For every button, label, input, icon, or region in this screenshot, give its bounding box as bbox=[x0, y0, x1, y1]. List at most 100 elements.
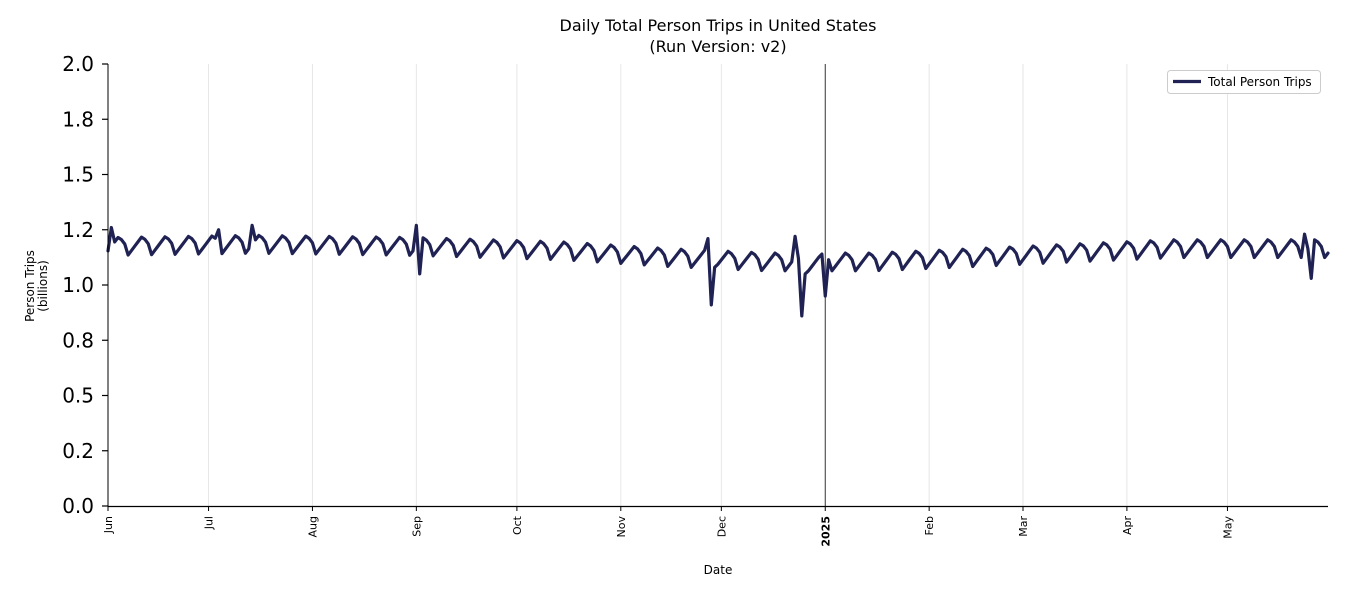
data-point bbox=[546, 248, 547, 249]
data-point bbox=[483, 252, 484, 253]
data-point bbox=[426, 240, 427, 241]
data-point bbox=[144, 239, 145, 240]
data-point bbox=[989, 250, 990, 251]
x-gridlines bbox=[107, 64, 1228, 506]
data-point bbox=[614, 247, 615, 248]
data-point bbox=[882, 265, 883, 266]
data-point bbox=[1022, 259, 1023, 260]
data-point bbox=[362, 254, 363, 255]
data-point bbox=[1301, 257, 1302, 258]
data-point bbox=[892, 252, 893, 253]
data-point bbox=[1317, 241, 1318, 242]
data-point bbox=[553, 254, 554, 255]
data-point bbox=[389, 250, 390, 251]
data-point bbox=[228, 244, 229, 245]
data-point bbox=[952, 262, 953, 263]
x-tick-label-jun: Jun bbox=[102, 516, 115, 534]
data-point bbox=[848, 255, 849, 256]
data-point bbox=[734, 258, 735, 259]
data-point bbox=[272, 248, 273, 249]
data-point bbox=[309, 238, 310, 239]
data-point bbox=[489, 244, 490, 245]
data-point bbox=[858, 266, 859, 267]
data-point bbox=[288, 242, 289, 243]
data-point bbox=[1207, 257, 1208, 258]
data-point bbox=[158, 245, 159, 246]
data-point bbox=[838, 261, 839, 262]
data-point bbox=[754, 254, 755, 255]
data-point bbox=[453, 245, 454, 246]
data-point bbox=[1284, 248, 1285, 249]
data-point bbox=[332, 238, 333, 239]
data-point bbox=[396, 241, 397, 242]
data-point bbox=[315, 253, 316, 254]
data-point bbox=[1220, 239, 1221, 240]
data-point bbox=[252, 225, 253, 226]
data-point bbox=[530, 254, 531, 255]
data-point bbox=[235, 235, 236, 236]
data-point bbox=[174, 254, 175, 255]
data-point bbox=[999, 260, 1000, 261]
chart-subtitle: (Run Version: v2) bbox=[649, 37, 786, 56]
data-point bbox=[821, 253, 822, 254]
data-point bbox=[215, 238, 216, 239]
data-point bbox=[164, 236, 165, 237]
data-point bbox=[1106, 244, 1107, 245]
data-point bbox=[677, 253, 678, 254]
data-point bbox=[1311, 278, 1312, 279]
series-points bbox=[107, 225, 1328, 317]
x-axis-label: Date bbox=[704, 563, 733, 577]
data-point bbox=[419, 273, 420, 274]
data-point bbox=[449, 240, 450, 241]
data-point bbox=[275, 244, 276, 245]
data-point bbox=[1217, 244, 1218, 245]
data-point bbox=[298, 244, 299, 245]
data-point bbox=[285, 237, 286, 238]
data-point bbox=[550, 259, 551, 260]
data-point bbox=[325, 240, 326, 241]
data-point bbox=[627, 254, 628, 255]
data-point bbox=[211, 235, 212, 236]
data-point bbox=[543, 243, 544, 244]
data-point bbox=[617, 252, 618, 253]
data-point bbox=[1089, 261, 1090, 262]
data-point bbox=[1170, 244, 1171, 245]
data-point bbox=[865, 257, 866, 258]
data-point bbox=[1120, 250, 1121, 251]
data-point bbox=[1237, 248, 1238, 249]
data-point bbox=[295, 249, 296, 250]
data-point bbox=[781, 259, 782, 260]
y-axis-label-line1: Person Trips bbox=[23, 250, 37, 322]
data-point bbox=[406, 244, 407, 245]
x-axis-ticks: Jun Jul Aug Sep Oct Nov Dec 2025 Feb Mar Apr May bbox=[102, 506, 1234, 547]
data-point bbox=[1093, 256, 1094, 257]
data-point bbox=[962, 249, 963, 250]
data-point bbox=[872, 255, 873, 256]
data-point bbox=[1099, 247, 1100, 248]
data-point bbox=[456, 256, 457, 257]
data-point bbox=[523, 247, 524, 248]
data-point bbox=[540, 241, 541, 242]
data-point bbox=[1150, 240, 1151, 241]
data-point bbox=[365, 250, 366, 251]
data-point bbox=[791, 261, 792, 262]
data-point bbox=[1039, 252, 1040, 253]
data-point bbox=[208, 240, 209, 241]
data-point bbox=[758, 259, 759, 260]
data-point bbox=[292, 253, 293, 254]
data-point bbox=[268, 253, 269, 254]
data-point bbox=[372, 241, 373, 242]
data-point bbox=[382, 243, 383, 244]
data-point bbox=[640, 253, 641, 254]
data-point bbox=[245, 253, 246, 254]
data-point bbox=[198, 253, 199, 254]
data-point bbox=[241, 242, 242, 243]
data-point bbox=[429, 244, 430, 245]
data-point bbox=[335, 243, 336, 244]
data-point bbox=[919, 253, 920, 254]
data-point bbox=[409, 255, 410, 256]
data-point bbox=[265, 242, 266, 243]
legend: Total Person Trips bbox=[1167, 70, 1321, 94]
data-point bbox=[221, 253, 222, 254]
data-point bbox=[1012, 249, 1013, 250]
